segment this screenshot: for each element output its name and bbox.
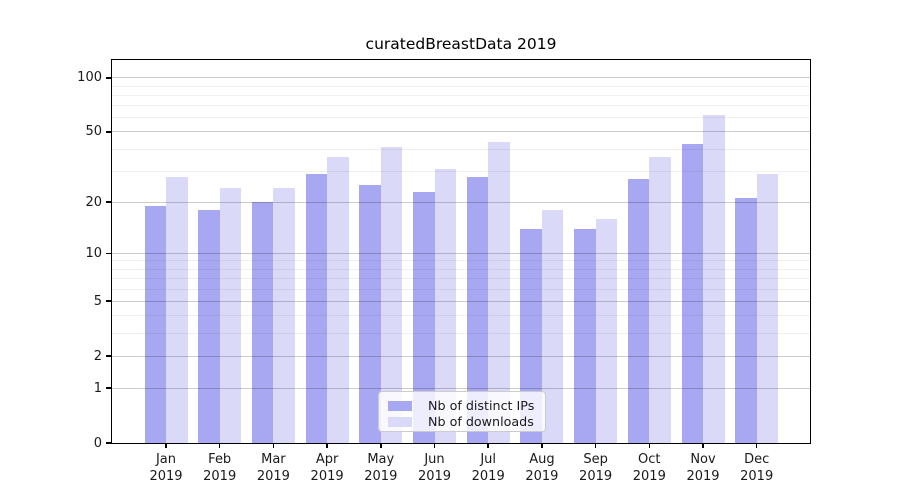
bar-distinct-ips-mar (251, 202, 274, 443)
x-tick-jun (433, 443, 436, 448)
bar-distinct-ips-jan (144, 205, 166, 443)
legend-label-distinct-ips: Nb of distinct IPs (428, 398, 535, 413)
x-tick-may (380, 443, 382, 448)
gridline-minor-3 (112, 332, 810, 334)
x-tick-label-oct: Oct 2019 (632, 452, 666, 484)
bar-downloads-sep (595, 218, 618, 443)
gridline-major-1 (112, 387, 810, 389)
x-tick-label-aug: Aug 2019 (525, 452, 559, 484)
y-tick-0 (106, 442, 111, 444)
x-tick-feb (218, 443, 221, 448)
bar-downloads-aug (541, 210, 564, 443)
y-tick-2 (106, 355, 111, 357)
gridline-minor-70 (112, 105, 810, 107)
x-tick-oct (648, 443, 651, 448)
bar-distinct-ips-apr (305, 173, 328, 443)
y-tick-label-20: 20 (85, 194, 102, 210)
gridline-major-2 (112, 355, 810, 357)
gridline-minor-7 (112, 277, 810, 279)
bar-distinct-ips-nov (681, 143, 703, 443)
y-tick-label-10: 10 (85, 245, 102, 261)
legend: Nb of distinct IPs Nb of downloads (378, 391, 546, 432)
y-tick-label-1: 1 (93, 380, 102, 396)
gridline-major-20 (112, 201, 810, 203)
x-tick-sep (594, 443, 597, 448)
x-tick-label-jul: Jul 2019 (471, 452, 505, 484)
x-tick-dec (755, 443, 758, 448)
bar-downloads-may (380, 147, 403, 443)
y-tick-10 (106, 252, 111, 254)
x-tick-apr (326, 443, 328, 448)
x-tick-label-nov: Nov 2019 (686, 452, 720, 484)
bar-downloads-nov (703, 115, 725, 443)
bar-distinct-ips-sep (574, 228, 596, 443)
y-tick-100 (106, 77, 111, 79)
x-tick-label-sep: Sep 2019 (579, 452, 613, 484)
x-tick-label-may: May 2019 (364, 452, 398, 484)
bar-downloads-feb (219, 188, 242, 443)
bar-downloads-jan (166, 176, 188, 443)
x-tick-label-apr: Apr 2019 (310, 452, 344, 484)
bar-downloads-oct (649, 157, 671, 443)
y-tick-label-2: 2 (93, 348, 102, 364)
bar-distinct-ips-may (359, 185, 381, 443)
legend-swatch-downloads (388, 416, 412, 427)
legend-entry-downloads: Nb of downloads (388, 414, 545, 429)
gridline-minor-30 (112, 170, 810, 172)
y-tick-50 (106, 131, 111, 133)
y-tick-5 (106, 300, 111, 302)
chart-title: curatedBreastData 2019 (365, 35, 557, 53)
x-tick-jan (165, 443, 167, 448)
bar-distinct-ips-jul (466, 176, 489, 443)
legend-label-downloads: Nb of downloads (428, 414, 534, 429)
gridline-major-10 (112, 252, 810, 254)
x-tick-nov (702, 443, 704, 448)
gridline-minor-9 (112, 260, 810, 262)
gridline-major-50 (112, 131, 810, 133)
plot-area: Nb of distinct IPs Nb of downloads (111, 59, 811, 444)
y-tick-label-100: 100 (77, 70, 102, 86)
y-tick-label-50: 50 (85, 124, 102, 140)
x-tick-label-feb: Feb 2019 (203, 452, 237, 484)
bar-downloads-apr (327, 157, 349, 443)
bar-downloads-jun (434, 168, 456, 443)
x-tick-jul (487, 443, 489, 448)
gridline-minor-90 (112, 85, 810, 87)
y-tick-label-0: 0 (93, 435, 102, 451)
gridline-minor-8 (112, 268, 810, 270)
x-tick-label-jan: Jan 2019 (149, 452, 183, 484)
bar-distinct-ips-dec (735, 198, 757, 443)
bar-downloads-jul (488, 141, 510, 443)
x-tick-label-mar: Mar 2019 (256, 452, 290, 484)
gridline-minor-40 (112, 148, 810, 150)
y-tick-20 (106, 201, 111, 203)
gridline-major-5 (112, 300, 810, 302)
gridline-minor-4 (112, 315, 810, 317)
bar-distinct-ips-oct (627, 179, 650, 443)
bar-distinct-ips-aug (520, 228, 542, 443)
x-tick-label-jun: Jun 2019 (417, 452, 452, 484)
gridline-minor-60 (112, 117, 810, 119)
bar-distinct-ips-feb (198, 210, 220, 443)
y-tick-label-5: 5 (93, 293, 102, 309)
legend-entry-distinct-ips: Nb of distinct IPs (388, 398, 545, 413)
x-tick-aug (541, 443, 543, 448)
bar-distinct-ips-jun (413, 191, 435, 443)
gridline-minor-6 (112, 288, 810, 290)
bar-downloads-mar (273, 188, 295, 443)
gridline-minor-80 (112, 94, 810, 96)
bar-downloads-dec (756, 173, 779, 443)
x-tick-label-dec: Dec 2019 (740, 452, 774, 484)
x-tick-mar (272, 443, 275, 448)
gridline-major-100 (112, 77, 810, 79)
legend-swatch-distinct-ips (388, 400, 412, 411)
y-tick-1 (106, 387, 111, 389)
